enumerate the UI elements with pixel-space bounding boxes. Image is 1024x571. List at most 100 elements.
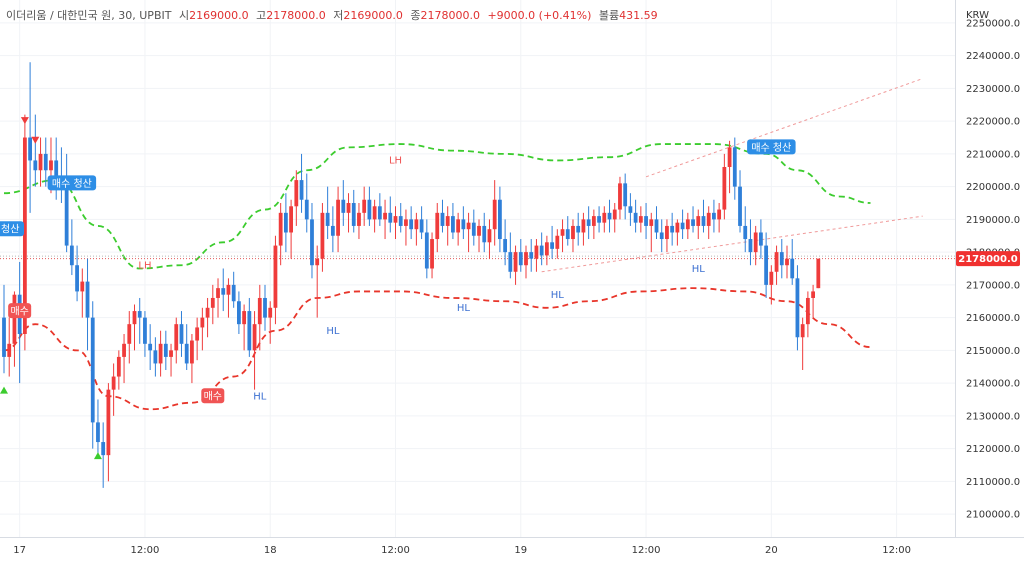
candle-body	[675, 222, 680, 233]
price-tick-label: 2210000.0	[966, 149, 1020, 160]
buy-signal-badge	[201, 388, 225, 404]
candle-body	[597, 216, 601, 223]
open-value: 2169000.0	[189, 9, 249, 22]
time-tick-label: 12:00	[381, 545, 410, 556]
candle-body	[116, 356, 121, 377]
price-axis[interactable]: 2100000.0 2110000.0 2120000.0 2130000.0 2140…	[966, 18, 1020, 520]
symbol-title[interactable]: 이더리움 / 대한민국 원, 30, UPBIT	[6, 9, 172, 22]
candle-body	[398, 216, 403, 226]
price-tick-label: 2240000.0	[966, 51, 1020, 62]
candle-body	[54, 160, 59, 181]
low-label: 저	[333, 9, 344, 22]
price-tick-label: 2220000.0	[966, 117, 1020, 128]
candle-body	[790, 258, 795, 279]
candle-body	[388, 212, 393, 223]
candle-body	[685, 219, 690, 230]
candle-body	[33, 160, 38, 171]
candle-body	[696, 216, 701, 226]
candle-body	[576, 225, 581, 233]
candle-body	[283, 212, 288, 233]
price-tick-label: 2100000.0	[966, 510, 1020, 521]
hl-label: HL	[253, 391, 267, 402]
candle-body	[513, 252, 518, 272]
close-signal-badge	[747, 139, 796, 155]
time-tick-label: 17	[13, 545, 26, 556]
candle-body	[748, 239, 753, 253]
candle-body	[221, 288, 226, 295]
candle-body	[779, 252, 784, 266]
candle-body	[377, 206, 382, 220]
signal-badge-text: 수 청산	[0, 224, 19, 236]
candle-body	[466, 222, 471, 230]
candle-body	[336, 199, 340, 236]
lh-label: LH	[138, 261, 151, 272]
price-tick-label: 2170000.0	[966, 280, 1020, 291]
candle-body	[524, 252, 528, 266]
candle-body	[268, 307, 273, 318]
candle-body	[12, 294, 17, 344]
candle-body	[137, 311, 142, 318]
candle-body	[101, 442, 106, 456]
candle-body	[216, 288, 220, 298]
candle-body	[550, 242, 554, 249]
candle-body	[49, 160, 53, 171]
candle-body	[712, 212, 716, 220]
currency-label: KRW	[966, 10, 989, 21]
low-value: 2169000.0	[343, 9, 403, 22]
candle-body	[456, 219, 461, 233]
hl-label: HL	[551, 290, 565, 301]
signal-badge-text: 매수	[10, 306, 28, 318]
price-tick-label: 2160000.0	[966, 313, 1020, 324]
candle-body	[247, 311, 252, 351]
candle-body	[315, 258, 320, 266]
upper-band-line	[3, 143, 871, 270]
candle-body	[638, 216, 643, 223]
candle-body	[508, 252, 513, 272]
open-label: 시	[178, 9, 190, 22]
candle-body	[367, 199, 372, 220]
candle-body	[487, 229, 492, 243]
close-signal-badge	[0, 221, 24, 237]
candle-body	[357, 212, 361, 226]
candle-body	[299, 180, 304, 200]
candle-body	[122, 343, 126, 357]
candle-body	[800, 324, 805, 338]
candle-body	[581, 219, 586, 233]
candle-body	[430, 239, 434, 269]
candle-body	[330, 225, 335, 236]
trend-line	[645, 78, 923, 178]
time-axis[interactable]: 17 12:00 18 12:00 19 12:00 20 12:00	[13, 545, 911, 556]
close-value: 2178000.0	[420, 9, 480, 22]
candle-body	[210, 297, 215, 308]
current-price-tag-text: 2178000.0	[958, 254, 1018, 265]
candle-body	[106, 389, 111, 456]
hl-label: HL	[326, 326, 340, 337]
candle-body	[461, 219, 466, 230]
buy-arrow-marker	[93, 452, 102, 460]
candle-body	[471, 222, 476, 236]
volume-label: 볼륨	[598, 9, 620, 22]
candle-body	[811, 291, 815, 298]
candle-body	[628, 206, 633, 213]
candle-body	[565, 229, 570, 240]
high-value: 2178000.0	[266, 9, 326, 22]
candle-body	[649, 219, 654, 226]
price-tick-label: 2140000.0	[966, 379, 1020, 390]
signal-badge-text: 매수	[204, 391, 222, 403]
indicator-bands	[3, 143, 871, 411]
candle-body	[153, 350, 158, 364]
symbol-info-bar: 이더리움 / 대한민국 원, 30, UPBIT 시2169000.0 고217…	[6, 7, 658, 23]
candle-body	[325, 212, 330, 226]
candle-body	[529, 252, 534, 259]
candle-body	[503, 239, 508, 253]
candle-body	[7, 343, 12, 357]
candle-body	[341, 199, 346, 213]
candle-body	[440, 212, 445, 226]
current-price-tag: 2178000.0	[956, 251, 1020, 267]
time-tick-label: 18	[264, 545, 277, 556]
candle-body	[445, 216, 450, 226]
candle-body	[111, 376, 116, 390]
candle-body	[409, 219, 414, 230]
